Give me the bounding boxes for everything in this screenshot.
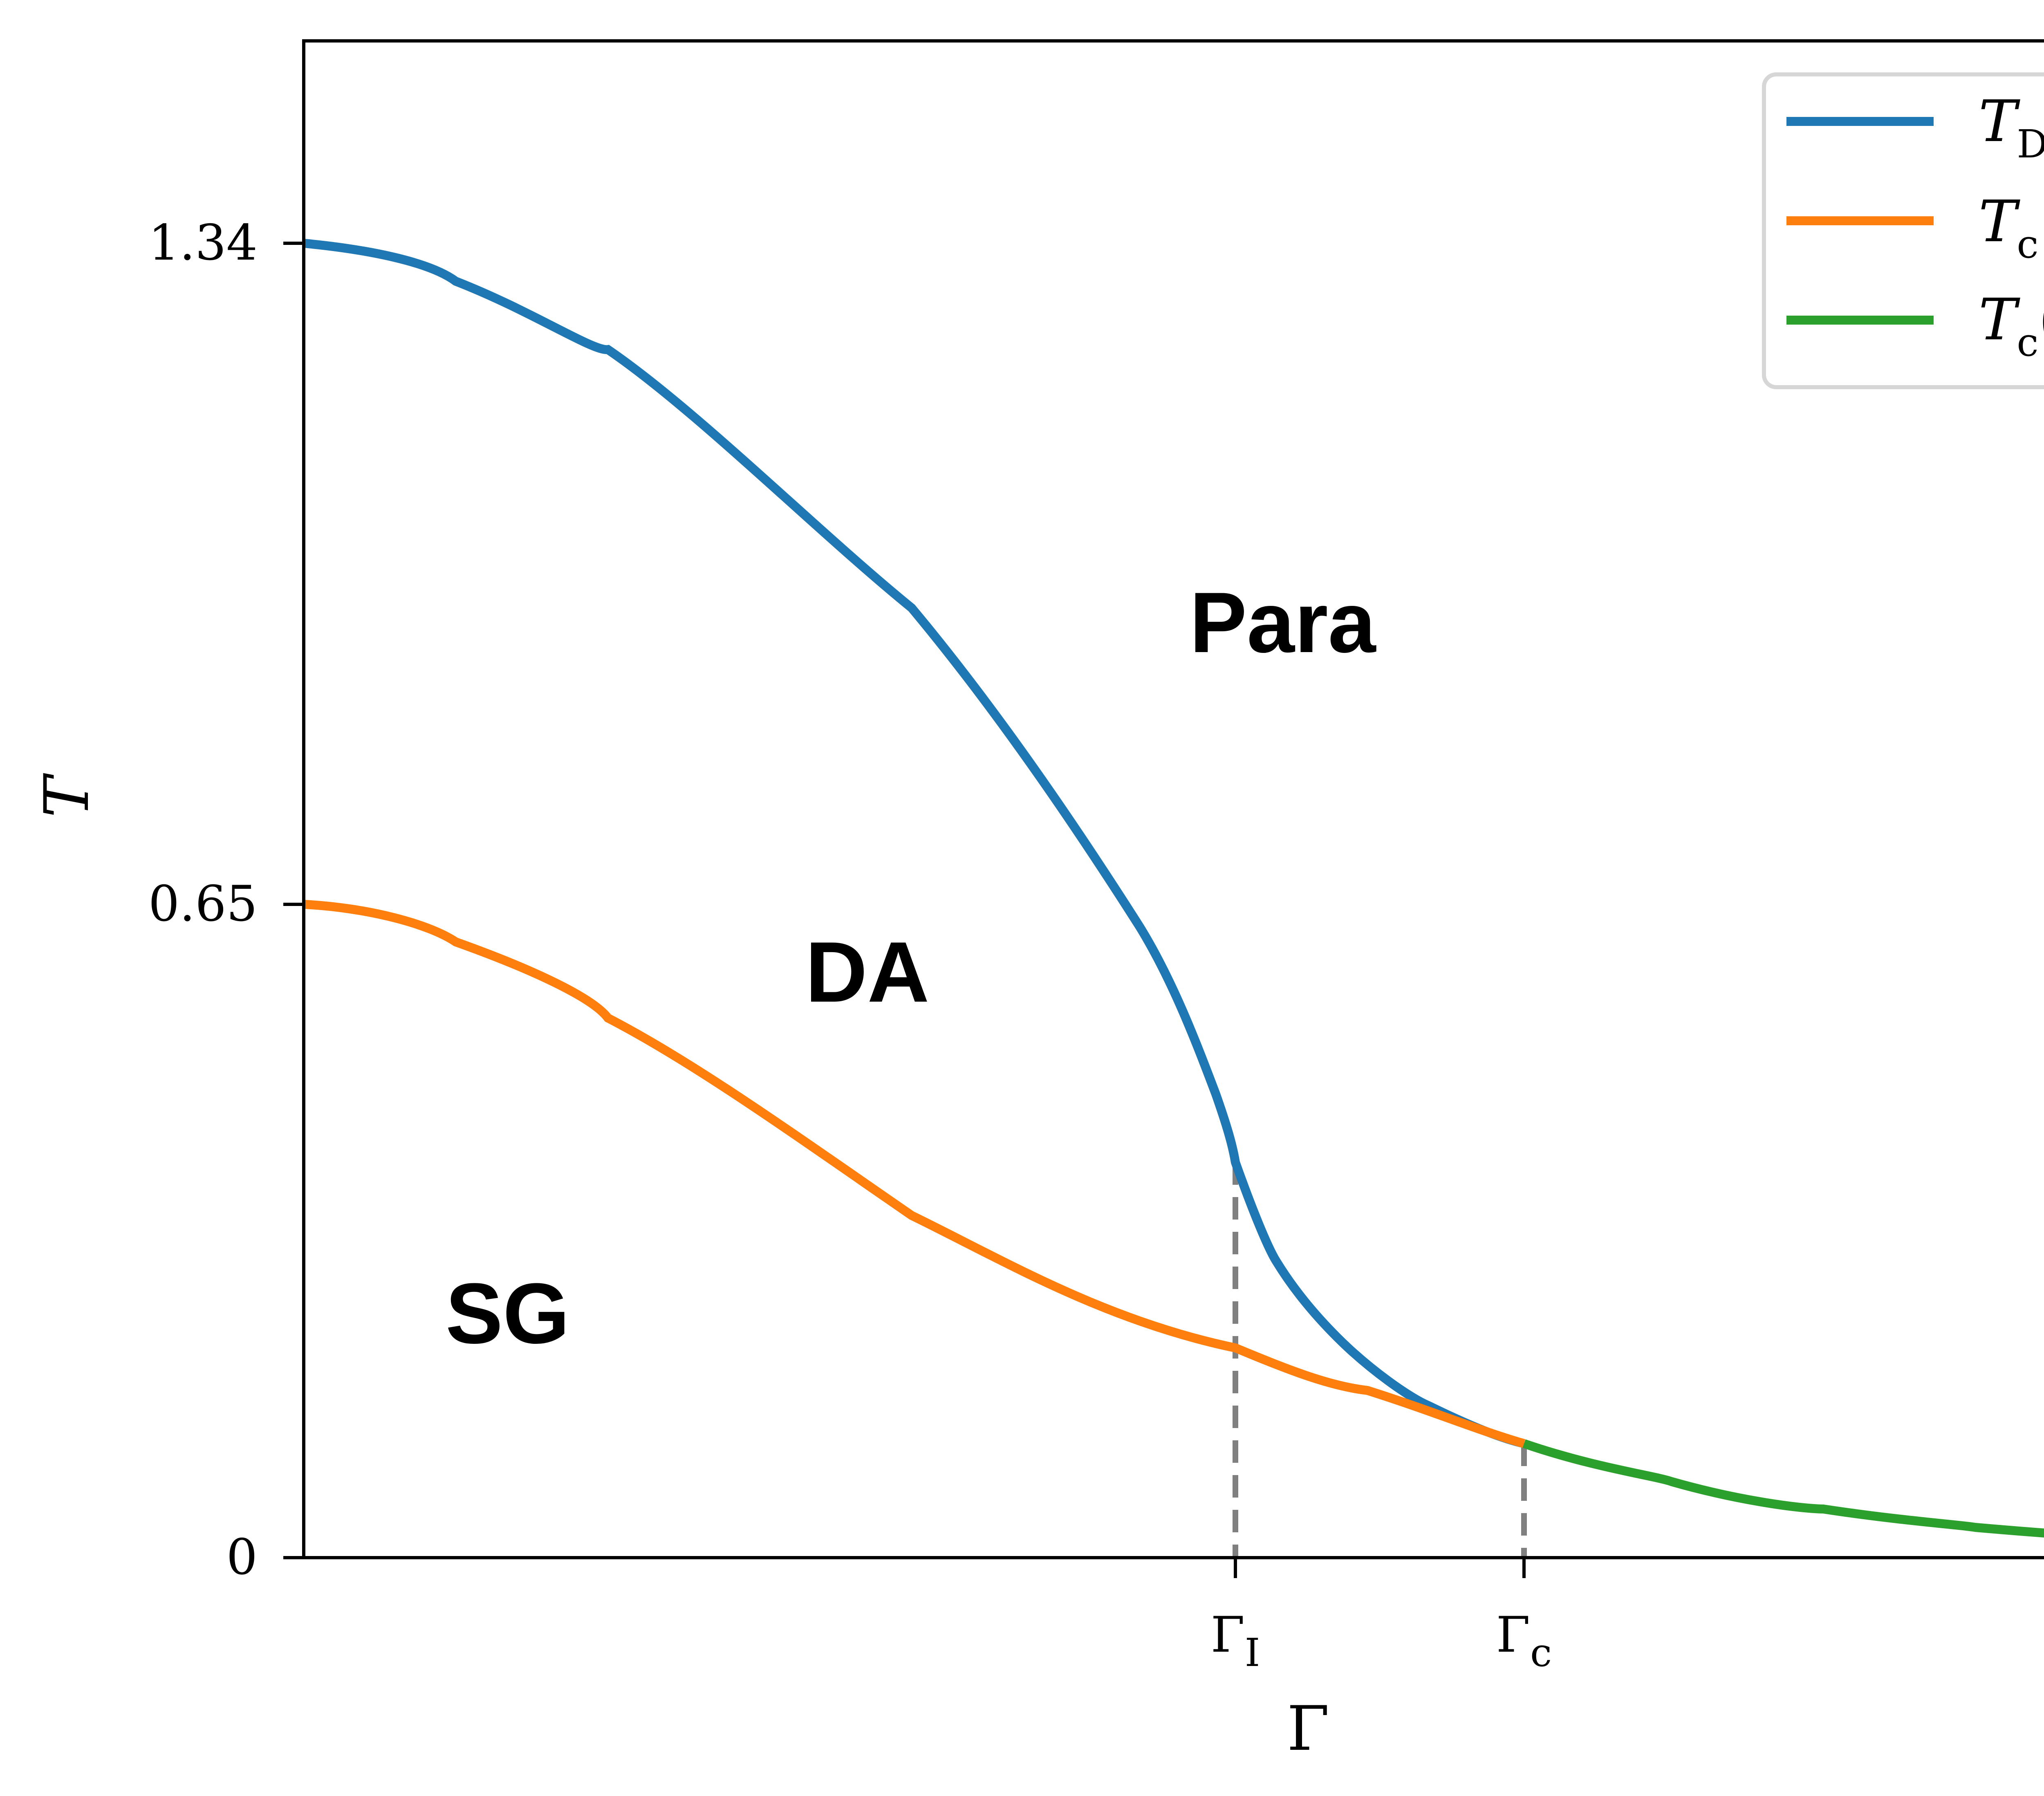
axes-frame	[302, 39, 2044, 1559]
region-label-para: Para	[1190, 574, 1377, 670]
ytick-label-0: 0	[226, 1529, 258, 1586]
xtick-label-gamma-i: ΓI	[1211, 1607, 1260, 1675]
tc-m-le-1-curve-green	[1522, 1439, 2044, 1538]
y-axis-title: T	[31, 773, 103, 818]
legend-label-tc-m: Tc(m ≤ 1)	[1979, 287, 2044, 365]
tc-curve-orange	[303, 900, 1526, 1448]
td-curve-blue	[303, 239, 1525, 1448]
xtick-label-gamma-c: Γc	[1496, 1607, 1552, 1675]
x-axis-title: Γ	[1287, 1693, 1329, 1765]
region-label-da: DA	[805, 924, 929, 1020]
ytick-label-134: 1.34	[148, 215, 258, 271]
legend: TD Tc Tc(m ≤ 1)	[1762, 72, 2044, 389]
region-label-sg: SG	[446, 1265, 569, 1361]
legend-box	[1762, 72, 2044, 389]
ytick-label-065: 0.65	[148, 876, 258, 933]
legend-label-td: TD	[1979, 88, 2044, 167]
legend-label-tc: Tc	[1979, 188, 2039, 267]
plot-area	[304, 41, 2044, 1558]
